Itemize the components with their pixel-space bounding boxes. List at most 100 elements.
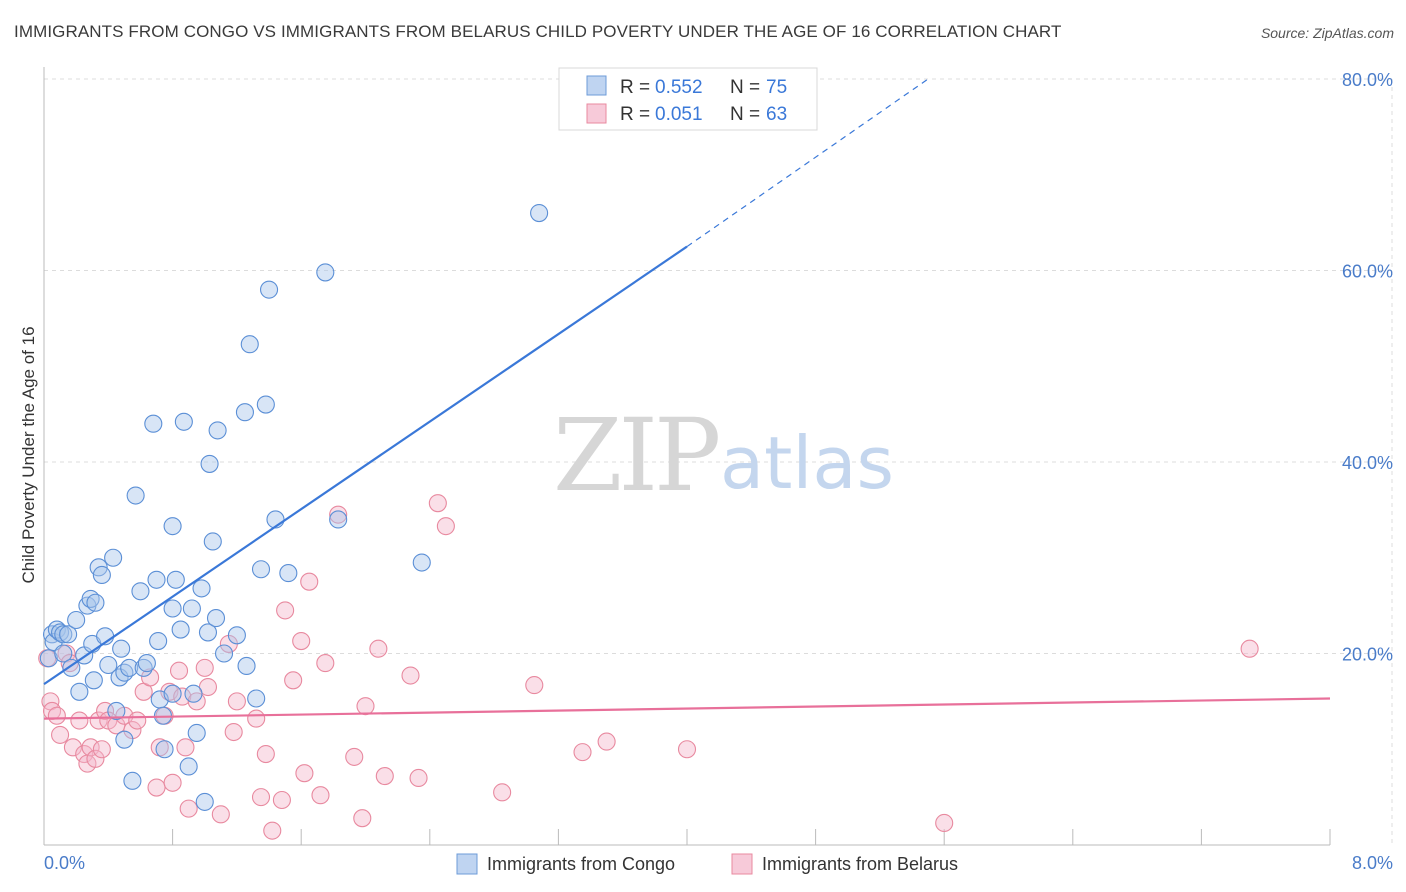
trend-lines	[43, 78, 1331, 720]
belarus-point-9	[75, 744, 94, 764]
congo-point-6	[54, 644, 73, 663]
congo-point-46	[182, 599, 201, 618]
belarus-point-37	[224, 722, 243, 742]
series-legend-label-congo: Immigrants from Congo	[487, 854, 675, 874]
congo-point-9	[67, 610, 86, 630]
belarus-point-64	[597, 732, 616, 751]
congo-point-35	[149, 632, 168, 651]
congo-point-47	[184, 684, 203, 703]
belarus-point-44	[276, 601, 295, 620]
congo-point-49	[192, 579, 211, 598]
congo-point-16	[86, 593, 105, 612]
congo-points	[39, 204, 549, 811]
belarus-point-62	[525, 676, 544, 695]
belarus-point-42	[263, 821, 282, 840]
legend-n-label-congo: N =	[730, 77, 760, 98]
congo-point-68	[329, 510, 348, 529]
belarus-point-28	[169, 661, 189, 680]
congo-point-31	[134, 658, 153, 677]
belarus-point-67	[1240, 639, 1259, 658]
congo-point-42	[163, 684, 182, 703]
belarus-point-30	[176, 738, 195, 757]
belarus-point-40	[251, 788, 271, 807]
belarus-point-38	[227, 692, 246, 711]
legend-swatch-congo	[586, 75, 607, 96]
congo-point-5	[54, 625, 73, 644]
legend-r-value-belarus: 0.051	[655, 104, 703, 125]
congo-point-7	[59, 625, 78, 644]
belarus-point-52	[345, 747, 364, 766]
belarus-point-59	[428, 494, 447, 513]
congo-point-61	[247, 689, 266, 708]
congo-point-66	[279, 564, 298, 583]
belarus-point-48	[300, 572, 319, 591]
belarus-point-50	[316, 654, 335, 673]
legend-n-value-belarus: 63	[766, 104, 787, 125]
belarus-point-8	[70, 711, 89, 730]
congo-point-15	[84, 671, 103, 690]
legend-r-label-belarus: R =	[620, 104, 650, 125]
legend-n-label-belarus: N =	[730, 104, 760, 125]
belarus-point-11	[81, 738, 100, 757]
legend-n-value-congo: 75	[766, 77, 787, 98]
belarus-point-35	[211, 805, 230, 824]
belarus-point-41	[256, 744, 275, 764]
x-tick-label-0: 0.0%	[44, 853, 85, 873]
belarus-point-66	[935, 813, 954, 833]
belarus-point-51	[329, 505, 348, 524]
belarus-point-23	[147, 778, 166, 797]
y-tick-label-0: 20.0%	[1342, 645, 1393, 665]
chart-title: IMMIGRANTS FROM CONGO VS IMMIGRANTS FROM…	[14, 22, 1062, 41]
belarus-points	[38, 494, 1259, 840]
y-tick-label-3: 80.0%	[1342, 70, 1393, 90]
congo-point-51	[198, 623, 218, 642]
congo-point-34	[147, 570, 166, 589]
x-tick-label-1: 8.0%	[1352, 853, 1393, 873]
belarus-point-60	[436, 517, 455, 536]
belarus-point-61	[493, 783, 512, 802]
belarus-point-58	[409, 768, 428, 788]
watermark-zip: ZIP	[553, 397, 718, 514]
congo-point-54	[206, 609, 226, 628]
belarus-point-63	[573, 743, 592, 762]
belarus-point-65	[677, 740, 697, 759]
y-axis-title: Child Poverty Under the Age of 16	[19, 326, 38, 583]
congo-point-48	[187, 723, 206, 743]
congo-point-41	[166, 570, 185, 589]
belarus-point-22	[141, 668, 160, 687]
series-legend: Immigrants from Congo Immigrants from Be…	[456, 853, 958, 875]
congo-point-0	[39, 649, 58, 668]
belarus-point-14	[92, 740, 111, 759]
belarus-point-20	[128, 711, 147, 730]
congo-point-52	[200, 454, 219, 473]
x-tick-labels: 0.0% 8.0%	[44, 853, 1393, 873]
congo-point-58	[235, 403, 254, 422]
congo-point-55	[208, 421, 227, 440]
belarus-point-7	[63, 738, 82, 757]
belarus-point-3	[47, 706, 66, 725]
congo-point-24	[112, 639, 131, 658]
congo-point-38	[155, 740, 174, 759]
stats-legend: R = 0.552 N = 75 R = 0.051 N = 63	[558, 67, 818, 131]
series-legend-swatch-belarus	[731, 853, 753, 875]
congo-point-25	[115, 730, 134, 749]
belarus-point-55	[369, 639, 388, 658]
congo-point-27	[120, 658, 139, 677]
belarus-point-53	[353, 809, 372, 828]
congo-point-45	[179, 757, 198, 776]
congo-point-22	[107, 701, 126, 721]
congo-point-43	[171, 620, 190, 639]
watermark: ZIP atlas	[553, 397, 894, 514]
belarus-point-49	[311, 786, 330, 805]
belarus-point-47	[295, 764, 314, 783]
congo-point-64	[259, 280, 279, 299]
series-legend-label-belarus: Immigrants from Belarus	[762, 854, 958, 874]
belarus-point-46	[292, 632, 311, 651]
congo-point-20	[99, 655, 118, 675]
congo-trend-extension	[686, 78, 929, 248]
congo-point-30	[131, 582, 150, 601]
belarus-point-54	[356, 697, 375, 716]
source-label: Source: ZipAtlas.com	[1260, 25, 1394, 41]
watermark-atlas: atlas	[720, 421, 894, 505]
